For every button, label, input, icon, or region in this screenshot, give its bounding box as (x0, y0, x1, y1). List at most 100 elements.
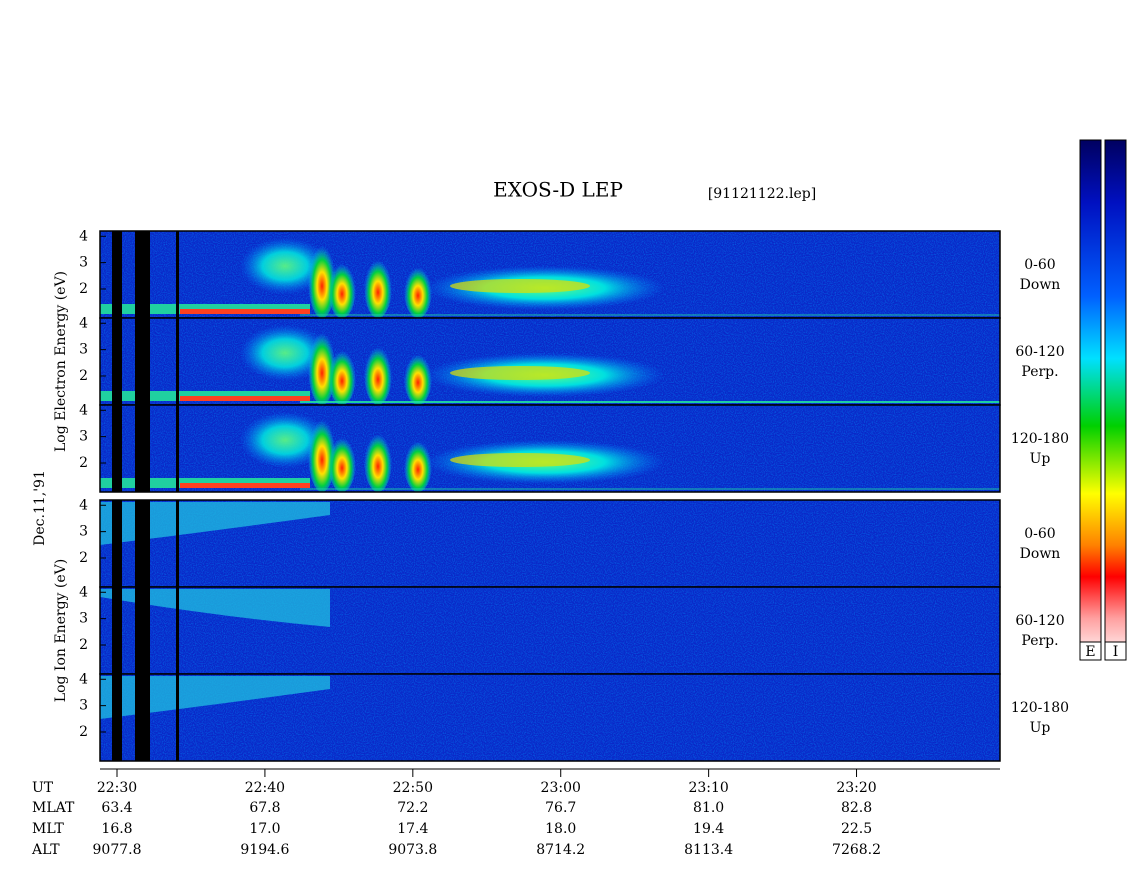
low-energy-core (180, 396, 310, 401)
y-tick-label: 2 (79, 724, 88, 740)
y-tick-label: 3 (79, 342, 88, 358)
colorbar-label: I (1113, 644, 1119, 660)
data-gap (112, 674, 122, 761)
panel-direction: Up (1030, 720, 1051, 736)
x-tick-label: 23:10 (688, 780, 728, 796)
y-tick-label: 4 (79, 497, 88, 513)
burst (328, 432, 356, 492)
orbit-row-label: MLAT (32, 800, 75, 816)
panel-frame (99, 673, 1001, 762)
y-tick-label: 4 (79, 402, 88, 418)
data-gap (176, 231, 179, 318)
orbit-value: 9194.6 (240, 842, 289, 858)
y-tick-label: 3 (79, 524, 88, 540)
ion-feature (100, 502, 330, 545)
panel-direction: Up (1030, 451, 1051, 467)
arc-feature (240, 325, 330, 381)
burst (364, 341, 392, 405)
data-gap (112, 587, 122, 674)
ion-feature (100, 589, 330, 627)
orbit-value: 16.8 (101, 821, 132, 837)
y-tick-label: 2 (79, 550, 88, 566)
chart-subtitle: [91121122.lep] (708, 186, 816, 202)
data-gap (135, 587, 150, 674)
y-tick-label: 4 (79, 315, 88, 331)
x-row-label: UT (32, 780, 54, 796)
colorbar-label-box (1079, 641, 1102, 661)
floor-line (300, 401, 1000, 403)
panel-angle: 0-60 (1024, 526, 1055, 542)
orbit-value: 9077.8 (93, 842, 142, 858)
low-energy-core (180, 309, 310, 314)
band-core (450, 366, 590, 380)
data-gap (112, 231, 122, 318)
panel-angle: 60-120 (1015, 613, 1064, 629)
y-tick-label: 4 (79, 671, 88, 687)
arc-feature (240, 412, 330, 468)
y-tick-label: 3 (79, 611, 88, 627)
orbit-value: 22.5 (841, 821, 872, 837)
ion-feature (100, 676, 330, 719)
orbit-value: 8113.4 (684, 842, 733, 858)
orbit-value: 7268.2 (832, 842, 881, 858)
data-gap (135, 231, 150, 318)
x-tick-label: 22:30 (97, 780, 137, 796)
data-gap (135, 500, 150, 587)
y-tick-label: 3 (79, 429, 88, 445)
panel-frame (99, 404, 1001, 493)
panel-angle: 60-120 (1015, 344, 1064, 360)
y-axis-label: Log Electron Energy (eV) (53, 271, 69, 452)
orbit-value: 63.4 (101, 800, 132, 816)
colorbar (1079, 139, 1102, 661)
colorbar-label: E (1085, 644, 1095, 660)
orbit-value: 76.7 (545, 800, 576, 816)
orbit-value: 81.0 (693, 800, 724, 816)
floor-line (300, 488, 1000, 490)
x-tick-label: 22:40 (245, 780, 285, 796)
x-tick-label: 23:20 (836, 780, 876, 796)
burst (364, 428, 392, 492)
orbit-value: 9073.8 (388, 842, 437, 858)
chart-title: EXOS-D LEP (493, 178, 623, 202)
panel-direction: Perp. (1021, 633, 1058, 649)
floor-line (300, 314, 1000, 316)
y-tick-label: 3 (79, 255, 88, 271)
orbit-value: 18.0 (545, 821, 576, 837)
data-gap (176, 405, 179, 492)
data-gap (112, 318, 122, 405)
y-tick-label: 4 (79, 584, 88, 600)
arc-feature (240, 238, 330, 294)
colorbar (1104, 139, 1127, 661)
panel-direction: Perp. (1021, 364, 1058, 380)
orbit-value: 19.4 (693, 821, 724, 837)
y-tick-label: 2 (79, 281, 88, 297)
burst (404, 349, 432, 405)
orbit-value: 82.8 (841, 800, 872, 816)
y-tick-label: 3 (79, 698, 88, 714)
data-gap (176, 500, 179, 587)
y-tick-label: 2 (79, 368, 88, 384)
data-gap (112, 500, 122, 587)
data-gap (176, 674, 179, 761)
orbit-value: 17.4 (397, 821, 428, 837)
panel-angle: 120-180 (1011, 700, 1069, 716)
panel-angle: 120-180 (1011, 431, 1069, 447)
data-gap (135, 674, 150, 761)
orbit-row-label: MLT (32, 821, 64, 837)
orbit-value: 17.0 (249, 821, 280, 837)
low-energy-core (180, 483, 310, 488)
colorbar-label-box (1104, 641, 1127, 661)
orbit-value: 8714.2 (536, 842, 585, 858)
x-tick-label: 22:50 (393, 780, 433, 796)
data-gap (176, 318, 179, 405)
panel-angle: 0-60 (1024, 257, 1055, 273)
panel-direction: Down (1020, 546, 1061, 562)
burst (328, 345, 356, 405)
data-gap (112, 405, 122, 492)
orbit-row-label: ALT (31, 842, 60, 858)
burst (364, 254, 392, 318)
burst (328, 258, 356, 318)
data-gap (176, 587, 179, 674)
band-core (450, 279, 590, 293)
